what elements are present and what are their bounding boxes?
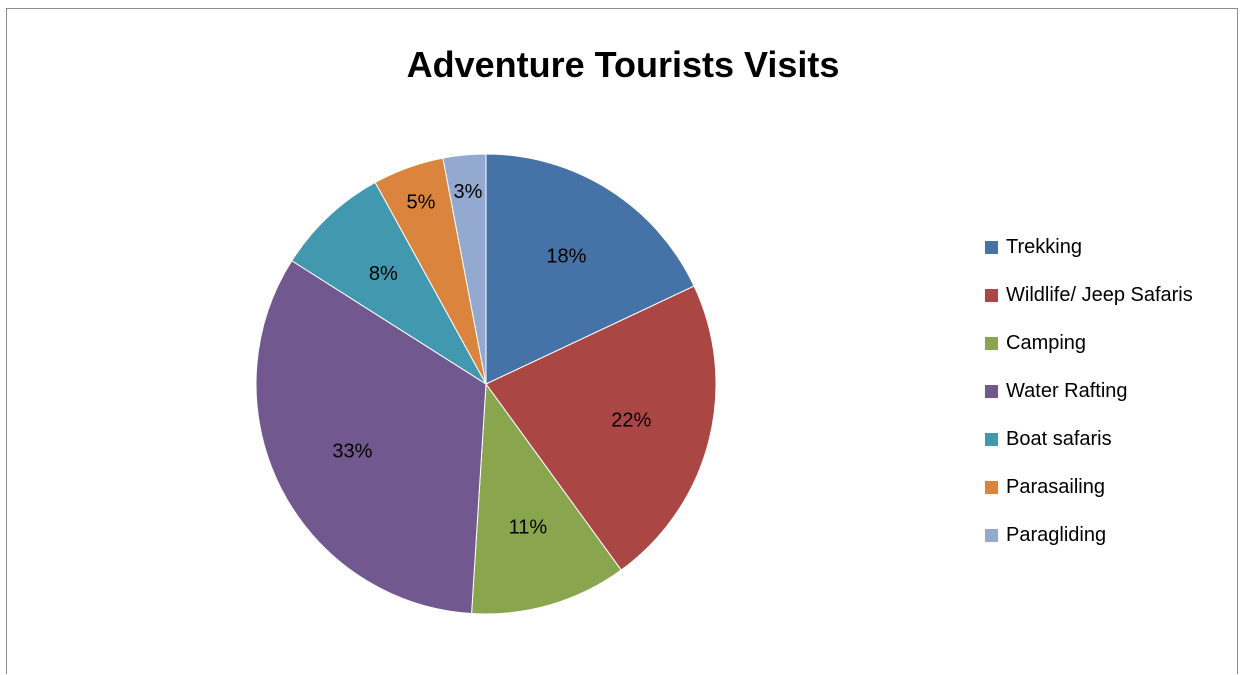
legend-label: Wildlife/ Jeep Safaris xyxy=(1006,283,1193,306)
legend-item: Parasailing xyxy=(985,475,1243,499)
legend-label: Parasailing xyxy=(1006,475,1105,498)
legend-label: Camping xyxy=(1006,331,1087,354)
chart-title: Adventure Tourists Visits xyxy=(406,44,840,85)
legend-swatch xyxy=(985,336,998,350)
legend-item: Water Rafting xyxy=(985,379,1243,403)
data-label: 11% xyxy=(509,516,548,538)
pie-slices xyxy=(255,153,717,615)
legend-item: Wildlife/ Jeep Safaris xyxy=(985,283,1243,307)
data-label: 3% xyxy=(453,181,482,203)
pie-data-labels: 18% 22% 11% 33% 8% 5% 3% xyxy=(332,181,651,538)
data-label: 18% xyxy=(546,246,586,268)
pie-slice-boat-safaris xyxy=(291,181,487,385)
pie-slice-water-rafting xyxy=(255,260,487,615)
chart-area: Adventure Tourists Visits 18% 22% 11% 33% 8%… xyxy=(6,8,1238,674)
legend-swatch xyxy=(985,480,998,494)
legend-item: Camping xyxy=(985,331,1243,355)
legend-label: Water Rafting xyxy=(1006,379,1128,402)
legend: Trekking Wildlife/ Jeep Safaris Camping Wat… xyxy=(985,235,1243,571)
legend-swatch xyxy=(985,288,998,302)
legend-label: Boat safaris xyxy=(1006,427,1112,450)
data-label: 22% xyxy=(611,410,651,432)
legend-swatch xyxy=(985,528,998,542)
legend-label: Trekking xyxy=(1006,235,1082,258)
pie-slice-paragliding xyxy=(442,153,487,385)
legend-item: Boat safaris xyxy=(985,427,1243,451)
legend-item: Paragliding xyxy=(985,523,1243,547)
legend-label: Paragliding xyxy=(1006,523,1107,546)
legend-swatch xyxy=(985,240,998,254)
legend-swatch xyxy=(985,432,998,446)
pie-slice-wildlife-jeep-safaris xyxy=(485,285,717,571)
legend-swatch xyxy=(985,384,998,398)
pie-slice-camping xyxy=(471,382,622,615)
pie-chart: 18% 22% 11% 33% 8% 5% 3% xyxy=(255,153,717,615)
legend-item: Trekking xyxy=(985,235,1243,259)
data-label: 8% xyxy=(369,263,398,285)
data-label: 33% xyxy=(332,440,372,462)
pie-slice-trekking xyxy=(485,153,695,385)
data-label: 5% xyxy=(407,192,436,214)
